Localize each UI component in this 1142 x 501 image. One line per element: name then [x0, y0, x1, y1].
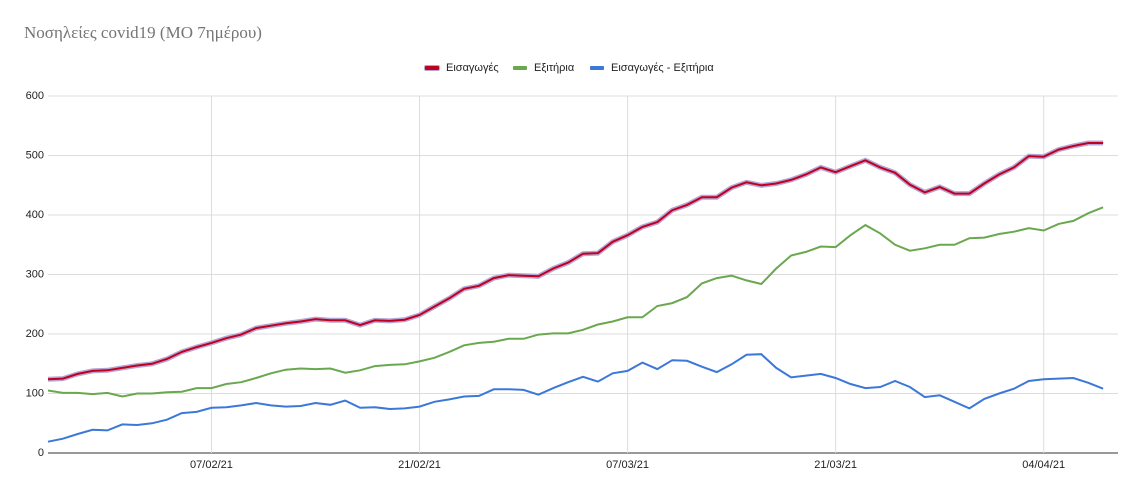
legend-swatch [425, 66, 439, 70]
x-tick-label: 04/04/21 [1022, 459, 1065, 471]
series-line [47, 353, 1104, 443]
y-tick-label: 0 [38, 447, 44, 459]
legend-swatch [590, 66, 604, 70]
y-tick-label: 500 [26, 149, 44, 161]
x-tick-label: 07/03/21 [606, 459, 649, 471]
y-tick-label: 200 [26, 328, 44, 340]
x-tick-label: 07/02/21 [190, 459, 233, 471]
legend-label: Εισαγωγές [446, 62, 499, 74]
legend-label: Εξιτήρια [534, 62, 575, 74]
chart-title: Νοσηλείες covid19 (ΜΟ 7ημέρου) [24, 23, 262, 42]
legend-swatch [513, 66, 527, 70]
y-tick-label: 600 [26, 90, 44, 102]
legend-label: Εισαγωγές - Εξιτήρια [611, 62, 714, 74]
y-tick-label: 300 [26, 268, 44, 280]
x-tick-label: 21/02/21 [398, 459, 441, 471]
series-line [47, 206, 1104, 398]
y-tick-label: 400 [26, 209, 44, 221]
y-tick-label: 100 [26, 387, 44, 399]
series-line [47, 142, 1104, 381]
x-tick-label: 21/03/21 [814, 459, 857, 471]
